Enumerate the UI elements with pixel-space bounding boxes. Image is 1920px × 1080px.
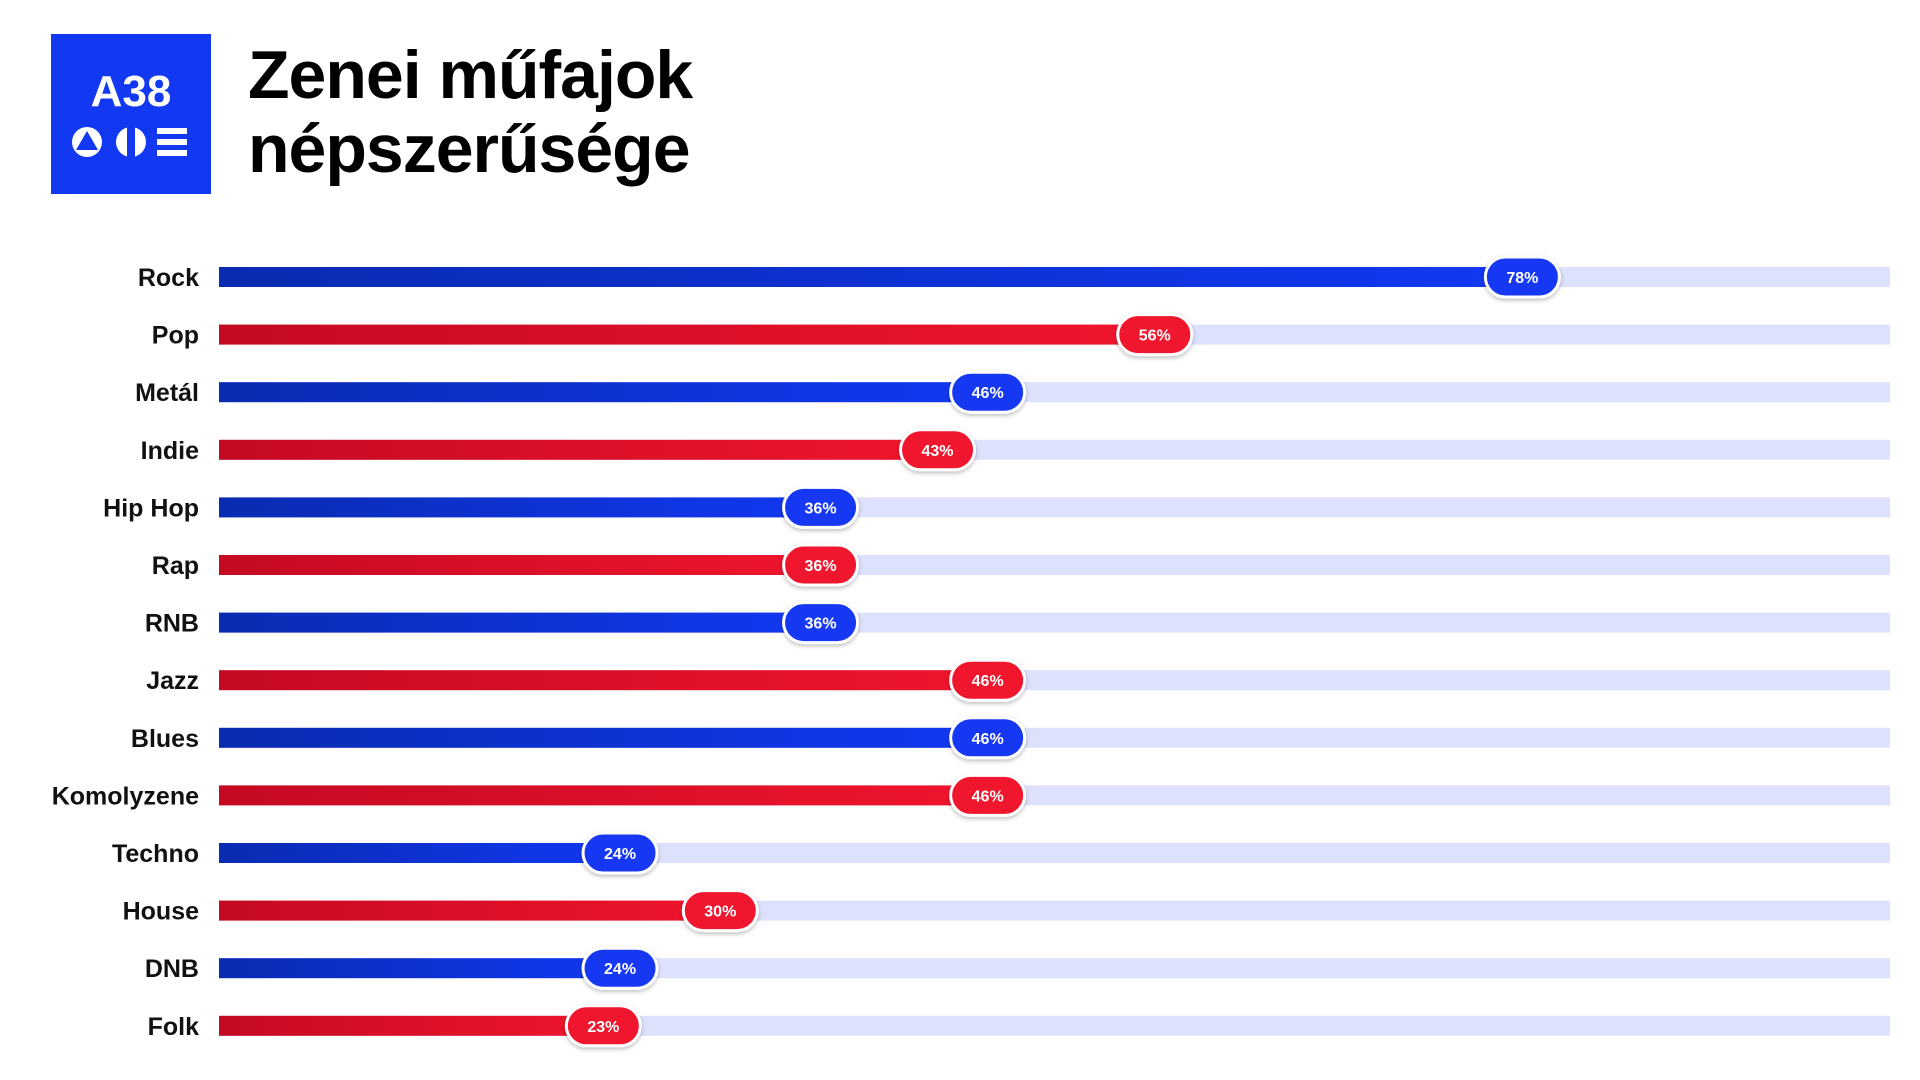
category-label: Pop — [152, 322, 199, 350]
category-label: Techno — [112, 840, 199, 868]
category-label: Komolyzene — [52, 782, 199, 810]
category-label: Rock — [138, 264, 199, 292]
bar-row: Pop 56% — [152, 313, 1890, 357]
category-label: RNB — [145, 610, 199, 638]
logo-symbols — [72, 127, 187, 157]
bar-row: Blues 46% — [131, 716, 1890, 760]
category-label: DNB — [145, 955, 199, 983]
value-pill — [564, 1004, 642, 1048]
bar-row: Techno 24% — [112, 831, 1890, 875]
value-label: 46% — [972, 731, 1004, 748]
value-pill — [949, 658, 1027, 702]
value-pill — [581, 946, 659, 990]
value-label: 36% — [805, 500, 837, 517]
value-pill — [782, 485, 860, 529]
bar — [219, 900, 721, 921]
value-pill — [681, 889, 759, 933]
bar-row: Folk 23% — [148, 1004, 1890, 1048]
bar-row: Jazz 46% — [146, 658, 1890, 702]
value-label: 24% — [604, 961, 636, 978]
value-label: 36% — [805, 558, 837, 575]
a38-logo: A38 — [51, 34, 211, 194]
bar — [219, 1015, 604, 1036]
value-label: 46% — [972, 673, 1004, 690]
value-pill — [949, 370, 1027, 414]
value-pill — [1483, 255, 1561, 299]
a38-logo-icon: A38 — [72, 67, 187, 157]
bar — [219, 785, 988, 806]
value-label: 23% — [587, 1019, 619, 1036]
bar — [219, 670, 988, 691]
category-label: Rap — [152, 552, 199, 580]
value-label: 30% — [704, 904, 736, 921]
category-label: Folk — [148, 1013, 199, 1041]
bar-row: Komolyzene 46% — [52, 773, 1890, 817]
value-label: 36% — [805, 616, 837, 633]
value-pill — [899, 428, 977, 472]
category-label: House — [123, 898, 200, 926]
value-pill — [1116, 313, 1194, 357]
bar — [219, 324, 1155, 345]
value-pill — [949, 716, 1027, 760]
category-label: Blues — [131, 725, 199, 753]
bar — [219, 439, 938, 460]
bar — [219, 843, 621, 863]
category-label: Indie — [141, 437, 199, 465]
bar-row: Metál 46% — [135, 370, 1890, 414]
page-title: Zenei műfajok népszerűsége — [248, 37, 693, 187]
bar-row: RNB 36% — [145, 601, 1890, 645]
value-label: 43% — [922, 443, 954, 460]
bar-row: Indie 43% — [141, 428, 1890, 472]
value-label: 56% — [1139, 328, 1171, 345]
logo-text: A38 — [91, 67, 172, 116]
bar — [219, 497, 821, 518]
category-label: Jazz — [146, 667, 199, 695]
value-pill — [949, 773, 1027, 817]
value-pill — [782, 543, 860, 587]
bar-row: Rock 78% — [138, 255, 1890, 299]
value-pill — [782, 601, 860, 645]
bar — [219, 727, 988, 748]
bar — [219, 382, 988, 403]
value-label: 78% — [1506, 270, 1538, 287]
bar-row: Rap 36% — [152, 543, 1890, 587]
category-label: Metál — [135, 379, 199, 407]
title-line-2: népszerűsége — [248, 111, 691, 187]
bar-row: House 30% — [123, 889, 1890, 933]
bar — [219, 612, 821, 633]
bar-row: DNB 24% — [145, 946, 1890, 990]
bar-row: Hip Hop 36% — [103, 485, 1890, 529]
category-label: Hip Hop — [103, 494, 199, 522]
bar — [219, 958, 621, 979]
value-label: 46% — [972, 788, 1004, 805]
value-label: 46% — [972, 385, 1004, 402]
title-line-1: Zenei műfajok — [248, 37, 693, 113]
bar — [219, 555, 821, 575]
value-label: 24% — [604, 846, 636, 863]
value-pill — [581, 831, 659, 875]
bar — [219, 267, 1523, 287]
